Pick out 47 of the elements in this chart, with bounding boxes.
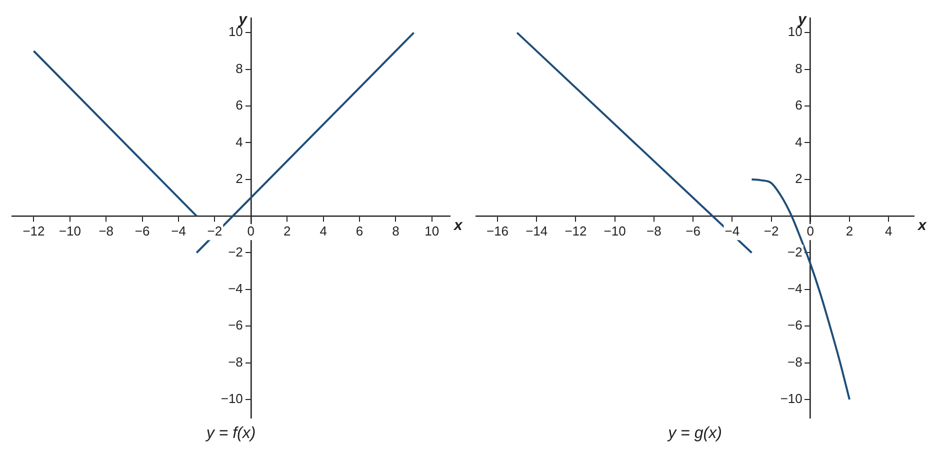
x-tick-label: −6 [134,224,150,239]
y-tick-label: −10 [220,391,243,406]
y-tick-label: 6 [795,98,802,113]
text: y = g(x) [667,424,722,442]
y-tick-label: −4 [788,281,802,296]
x-tick-label: −10 [604,224,626,239]
y-tick-label: −4 [228,281,243,296]
x-axis-title: x [917,217,927,234]
y-tick-label: 2 [795,170,802,186]
y-tick-label: 8 [236,60,243,76]
y-tick-label: −2 [788,244,802,260]
x-tick-label: −2 [207,224,222,239]
text: y = f(x) [205,424,256,442]
y-tick-label: −6 [788,318,802,333]
x-tick-label: −6 [686,224,700,239]
x-tick-label: 0 [247,224,255,239]
y-tick-label: 8 [795,60,802,76]
x-tick-label: 4 [884,224,892,239]
y-tick-label: −2 [228,244,243,260]
x-tick-label: −12 [564,224,587,239]
x-tick-label: −10 [58,224,81,239]
x-tick-label: 2 [283,224,291,239]
x-tick-label: −12 [22,224,45,239]
y-axis-title: y [238,11,248,28]
y-tick-label: 4 [795,134,802,150]
y-tick-label: −8 [228,354,243,370]
x-tick-label: 2 [846,224,854,239]
x-tick-label: 10 [424,224,440,239]
y-tick-label: −8 [788,354,802,370]
x-axis-title: x [453,217,463,234]
x-tick-label: 8 [392,224,400,239]
x-tick-label: −16 [486,224,509,239]
x-tick-label: 6 [356,224,364,239]
y-axis-title: y [797,11,808,28]
y-tick-label: 4 [236,134,243,150]
x-tick-label: −8 [98,224,114,239]
x-tick-label: 0 [806,224,814,239]
x-tick-label: −4 [171,224,186,239]
y-tick-label: 6 [236,98,243,113]
x-tick-label: −4 [724,224,740,239]
y-tick-label: 2 [236,170,243,186]
y-tick-label: −10 [780,391,802,406]
x-tick-label: −8 [646,224,662,239]
x-tick-label: −14 [526,224,548,239]
x-tick-label: −2 [764,224,779,239]
y-tick-label: −6 [228,318,243,333]
x-tick-label: 4 [320,224,327,239]
